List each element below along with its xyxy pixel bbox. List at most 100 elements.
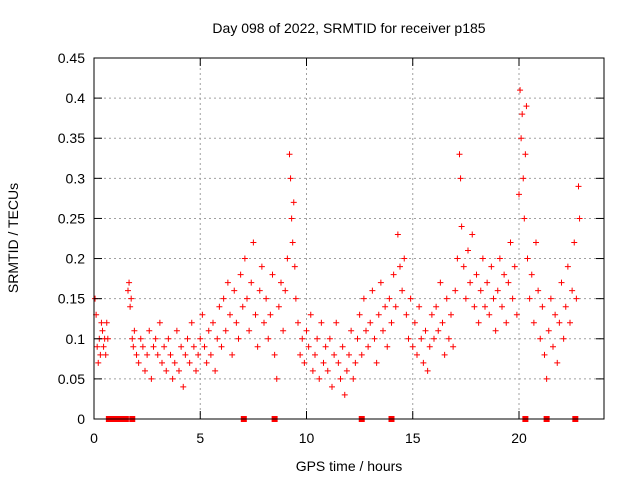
data-point (224, 279, 231, 286)
data-point (195, 351, 202, 358)
data-point (517, 87, 524, 94)
data-point (316, 375, 323, 382)
y-tick-label: 0.05 (58, 371, 85, 387)
data-point (244, 295, 250, 302)
data-point (320, 359, 327, 366)
data-point (433, 303, 440, 310)
data-point (248, 279, 255, 286)
y-tick-label: 0.1 (66, 331, 86, 347)
data-point (473, 271, 480, 278)
data-point (239, 303, 246, 310)
data-point (571, 239, 578, 246)
data-point (390, 271, 397, 278)
data-point (214, 335, 221, 342)
data-point (486, 311, 493, 318)
data-point (516, 191, 522, 198)
data-point (125, 287, 131, 294)
data-point (256, 287, 263, 294)
data-point (354, 335, 361, 342)
data-series (92, 87, 583, 398)
data-point (337, 375, 344, 382)
data-point (176, 367, 182, 374)
data-point (271, 351, 278, 358)
data-point (384, 343, 391, 350)
data-point (524, 255, 531, 262)
data-point (482, 303, 488, 310)
data-point (261, 319, 267, 326)
data-point (346, 351, 352, 358)
data-point (129, 335, 136, 342)
data-point (94, 343, 101, 350)
data-point (297, 351, 304, 358)
data-point (273, 375, 280, 382)
data-point (339, 343, 346, 350)
data-point (484, 279, 491, 286)
data-point (505, 279, 512, 286)
y-tick-label: 0.45 (58, 50, 85, 66)
data-point (462, 295, 469, 302)
data-point (556, 319, 563, 326)
data-point (318, 319, 325, 326)
data-point (104, 335, 111, 342)
data-point (560, 335, 567, 342)
data-point (350, 375, 357, 382)
data-point (156, 319, 163, 326)
data-point (445, 335, 452, 342)
data-point (267, 311, 274, 318)
data-point (292, 295, 299, 302)
data-point (547, 295, 554, 302)
data-point (197, 335, 204, 342)
data-point (382, 303, 389, 310)
data-point (278, 279, 284, 286)
y-tick-label: 0.25 (58, 210, 85, 226)
data-point (99, 327, 106, 334)
data-point (414, 351, 420, 358)
data-point (439, 319, 446, 326)
data-point (469, 231, 476, 238)
data-point (254, 343, 261, 350)
y-tick-label: 0.2 (66, 251, 86, 267)
data-point (284, 255, 291, 262)
data-point (519, 111, 526, 118)
data-point (154, 351, 161, 358)
data-point (424, 367, 431, 374)
data-point (250, 239, 257, 246)
data-point (295, 319, 301, 326)
data-point (182, 351, 189, 358)
data-point (258, 263, 265, 270)
data-point (222, 327, 229, 334)
data-point (322, 343, 329, 350)
data-point (428, 311, 435, 318)
data-point (275, 303, 282, 310)
data-point (394, 231, 401, 238)
data-point (431, 335, 437, 342)
data-point (397, 263, 403, 270)
data-point (165, 335, 172, 342)
axis-ticks (93, 57, 604, 420)
data-point (193, 367, 199, 374)
data-point (291, 263, 298, 270)
data-point (535, 287, 542, 294)
data-point (97, 351, 104, 358)
data-point (203, 359, 210, 366)
data-point (416, 303, 423, 310)
data-point (490, 295, 497, 302)
data-point (537, 335, 544, 342)
data-point (288, 215, 295, 222)
data-point (309, 367, 316, 374)
plot-frame (93, 57, 605, 420)
data-point (367, 319, 374, 326)
data-point (171, 359, 178, 366)
y-tick-label: 0 (77, 411, 85, 427)
data-point (471, 303, 478, 310)
data-point (229, 351, 236, 358)
data-point (299, 335, 306, 342)
data-point (218, 343, 225, 350)
data-point (341, 391, 348, 398)
data-point (458, 223, 465, 230)
data-point (356, 311, 363, 318)
data-point (521, 215, 528, 222)
data-point (343, 367, 350, 374)
data-point (188, 319, 195, 326)
data-point (477, 287, 484, 294)
